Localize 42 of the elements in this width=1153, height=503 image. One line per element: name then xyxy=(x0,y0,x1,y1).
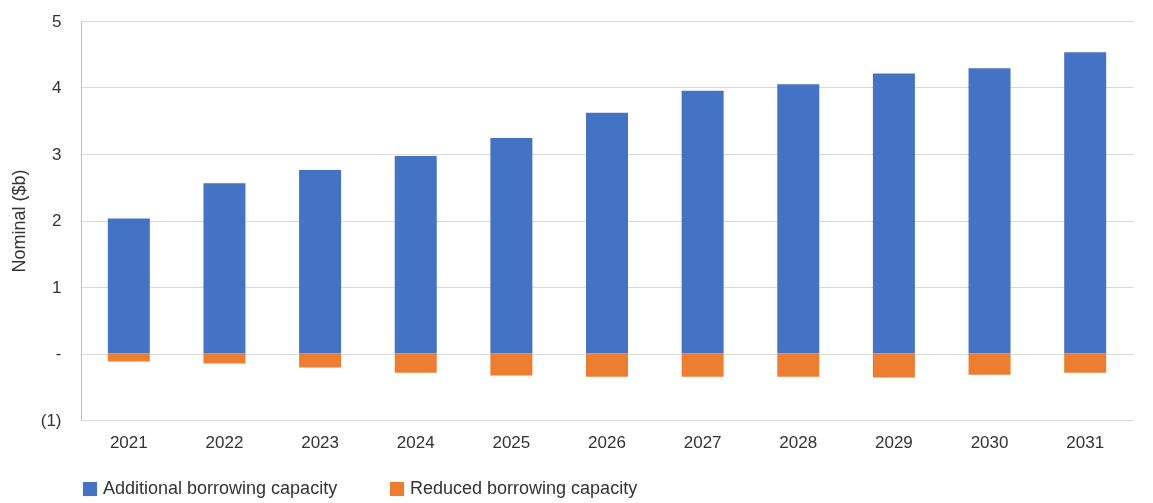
x-tick-label: 2030 xyxy=(970,432,1009,452)
bar xyxy=(777,84,820,354)
x-tick-label: 2023 xyxy=(301,432,339,452)
x-tick-label: 2022 xyxy=(205,432,244,452)
bar xyxy=(586,112,628,354)
legend-label: Additional borrowing capacity xyxy=(103,478,338,498)
bar xyxy=(681,353,724,377)
bar xyxy=(968,68,1011,354)
bar xyxy=(394,353,437,373)
x-tick-label: 2029 xyxy=(875,432,913,452)
x-tick-label: 2031 xyxy=(1066,432,1105,452)
bar xyxy=(872,353,915,378)
bar xyxy=(299,353,342,368)
bar xyxy=(586,353,628,377)
bar xyxy=(203,183,246,354)
x-tick-label: 2027 xyxy=(683,432,722,452)
bar xyxy=(681,90,724,354)
y-tick-label: 2 xyxy=(52,211,62,230)
bar xyxy=(490,353,533,376)
bar xyxy=(872,73,915,354)
bar xyxy=(968,353,1011,375)
x-tick-label: 2024 xyxy=(396,432,435,452)
y-axis-title: Nominal ($b) xyxy=(8,169,29,273)
bar xyxy=(394,155,437,354)
bar xyxy=(107,218,150,354)
bar xyxy=(1064,52,1107,354)
bar xyxy=(1064,353,1107,373)
x-tick-label: 2028 xyxy=(779,432,818,452)
bar xyxy=(299,169,342,354)
y-tick-label: (1) xyxy=(40,410,62,430)
x-tick-label: 2025 xyxy=(492,432,531,452)
y-tick-label: 1 xyxy=(52,277,62,297)
y-tick-label: 5 xyxy=(52,11,62,31)
y-tick-label: - xyxy=(55,344,62,363)
x-tick-label: 2026 xyxy=(588,432,626,452)
bar xyxy=(777,353,820,377)
y-tick-label: 3 xyxy=(52,144,62,164)
legend-label: Reduced borrowing capacity xyxy=(410,478,638,498)
bar xyxy=(203,353,246,364)
bar xyxy=(490,138,533,354)
y-tick-label: 4 xyxy=(52,78,62,97)
x-tick-label: 2021 xyxy=(109,432,148,452)
